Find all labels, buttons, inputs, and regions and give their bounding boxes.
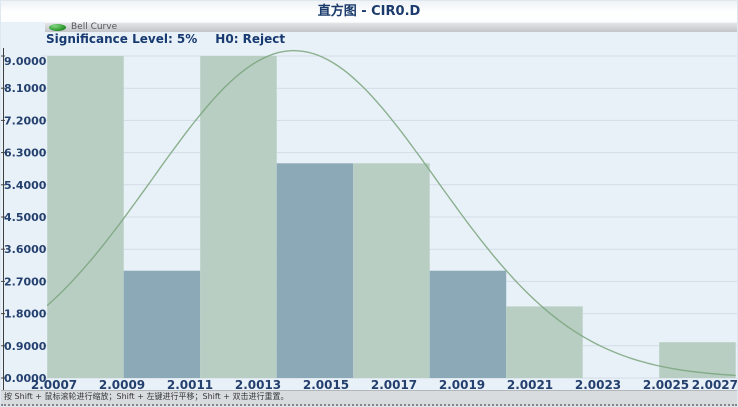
h0-result-label: H0: Reject [215,32,286,46]
histogram-bar[interactable] [276,163,354,378]
histogram-bar[interactable] [429,270,507,378]
y-tick-label: 9.0000 [4,55,47,68]
y-tick-label: 6.3000 [4,147,47,160]
y-tick-label: 0.0000 [4,372,47,385]
histogram-bar[interactable] [123,270,201,378]
hint-bar: 按 Shift + 鼠标滚轮进行缩放；Shift + 左键进行平移；Shift … [1,390,737,406]
y-tick-label: 7.2000 [4,114,47,127]
x-tick-label: 2.0015 [303,378,349,392]
histogram-plot[interactable]: 0.0000 0.9000 1.8000 2.7000 3.6000 4.5000 5.40… [1,1,738,392]
x-tick-label: 2.0013 [235,378,281,392]
y-tick-label: 1.8000 [4,308,47,321]
histogram-bar[interactable] [353,163,430,378]
histogram-bar[interactable] [506,306,583,378]
y-tick-label: 4.5000 [4,211,47,224]
y-tick-label: 5.4000 [4,179,47,192]
x-tick-label: 2.0021 [507,378,553,392]
significance-level-label: Significance Level: 5% [46,32,198,46]
x-tick-label: 2.0019 [439,378,485,392]
x-tick-label: 2.0023 [575,378,621,392]
histogram-bar[interactable] [200,56,277,378]
y-tick-label: 3.6000 [4,243,47,256]
significance-line: Significance Level: 5% H0: Reject [46,32,285,46]
x-tick-label: 2.0009 [99,378,145,392]
page-title: 直方图 - CIR0.D [317,4,421,19]
y-tick-label: 2.7000 [4,275,47,288]
y-tick-label: 8.1000 [4,82,47,95]
legend-bar[interactable]: Bell Curve [45,22,737,32]
hint-text: 按 Shift + 鼠标滚轮进行缩放；Shift + 左键进行平移；Shift … [4,392,289,401]
bell-curve-legend-icon [49,23,66,31]
y-tick-label: 0.9000 [4,340,47,353]
bell-curve-legend-label: Bell Curve [71,22,118,32]
x-tick-label: 2.0017 [371,378,417,392]
title-bar: 直方图 - CIR0.D [1,1,737,22]
x-tick-label: 2.0027 [692,378,738,392]
x-tick-label: 2.0025 [643,378,689,392]
x-tick-label: 2.0011 [167,378,213,392]
bell-curve-path [46,49,736,377]
x-tick-label: 2.0007 [31,378,77,392]
histogram-bar[interactable] [47,56,124,378]
